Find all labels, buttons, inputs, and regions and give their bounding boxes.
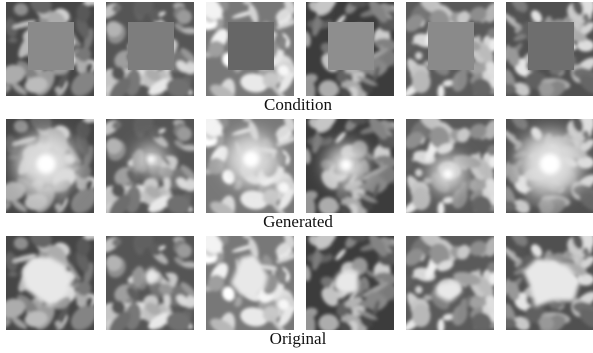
figure: Condition Generated Original <box>0 0 593 353</box>
image-tile <box>396 106 504 217</box>
mask-square <box>328 22 374 70</box>
row-caption: Original <box>270 329 327 348</box>
texture-patch <box>437 85 444 100</box>
image-tile <box>94 228 204 339</box>
image-tile <box>0 107 103 218</box>
image-tile <box>0 224 103 335</box>
generated-core <box>36 154 55 173</box>
row-caption: Condition <box>264 95 333 114</box>
texture-patch <box>437 202 444 217</box>
row-caption: Generated <box>263 212 333 231</box>
mask-square <box>428 22 474 70</box>
generated-core <box>540 154 561 175</box>
image-tile <box>193 0 300 108</box>
mask-square <box>528 22 574 70</box>
mask-square <box>128 22 174 70</box>
generated-core <box>340 159 351 170</box>
image-tile <box>499 225 593 343</box>
generated-core <box>443 169 453 179</box>
image-tile <box>298 103 406 224</box>
image-tile <box>499 108 593 226</box>
texture-patch <box>76 121 89 140</box>
mask-square <box>28 22 74 70</box>
generated-core <box>147 155 155 163</box>
image-tile <box>298 0 406 106</box>
texture-patch <box>76 4 89 23</box>
texture-patch <box>76 238 89 257</box>
image-tile <box>0 0 103 102</box>
image-tile <box>298 220 406 341</box>
image-tile <box>499 0 593 108</box>
image-tile <box>193 227 300 342</box>
image-tile <box>396 0 504 100</box>
image-tile <box>396 223 504 334</box>
page: Condition Generated Original (() => { co… <box>0 0 593 353</box>
image-tile <box>94 111 204 222</box>
generated-core <box>243 151 259 167</box>
image-tile <box>94 0 204 105</box>
texture-patch <box>437 319 444 334</box>
mask-square <box>228 22 274 70</box>
image-grid <box>0 0 593 342</box>
image-tile <box>193 110 300 225</box>
